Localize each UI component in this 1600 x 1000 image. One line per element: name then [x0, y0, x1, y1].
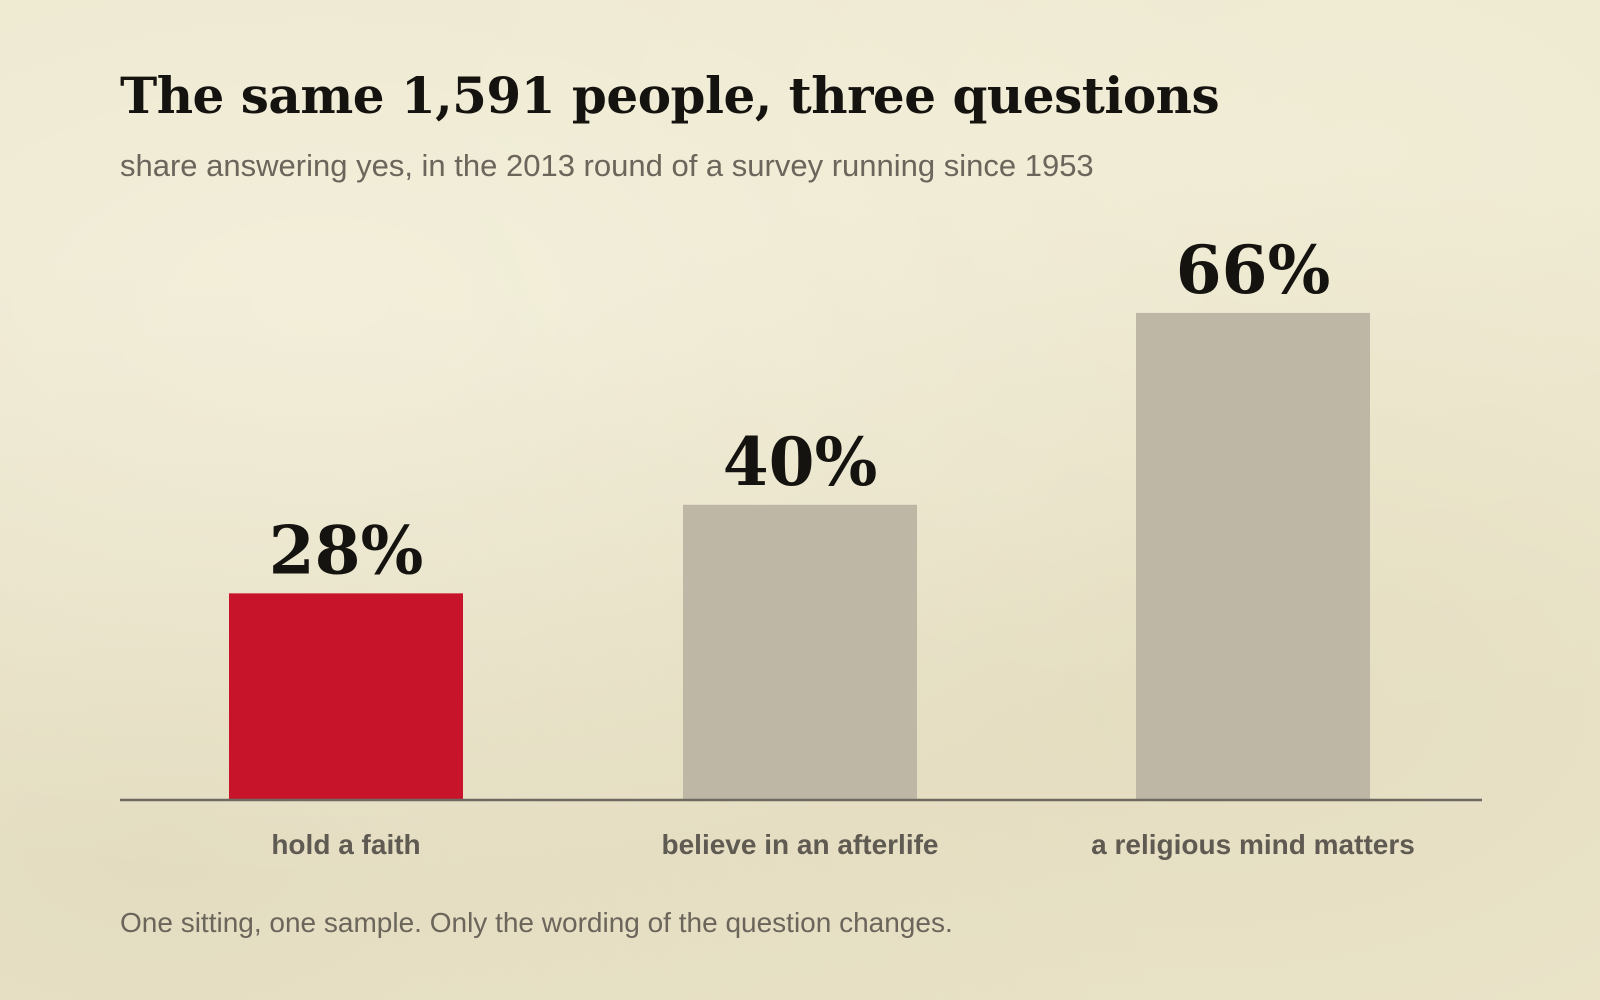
bar-value-label-1: 28% [269, 511, 424, 589]
footnote: One sitting, one sample. Only the wordin… [120, 907, 953, 938]
bar-2 [683, 504, 917, 800]
category-label-3: a religious mind matters [1091, 829, 1415, 860]
category-label-1: hold a faith [271, 829, 420, 860]
bar-1 [229, 593, 463, 800]
chart-subtitle: share answering yes, in the 2013 round o… [120, 148, 1094, 183]
chart-title: The same 1,591 people, three questions [120, 66, 1220, 125]
bar-value-label-3: 66% [1176, 231, 1331, 309]
bar-3 [1136, 312, 1370, 800]
bar-value-label-2: 40% [723, 423, 878, 501]
category-label-2: believe in an afterlife [662, 829, 939, 860]
